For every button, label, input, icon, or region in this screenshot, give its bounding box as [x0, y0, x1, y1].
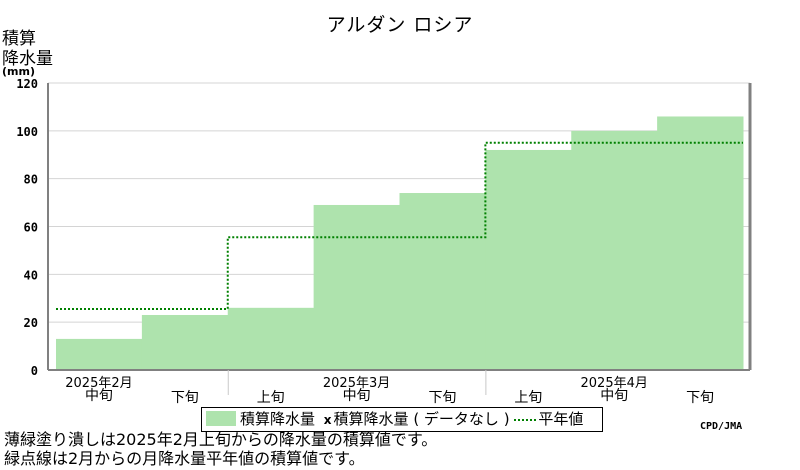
legend-bar-swatch	[206, 411, 236, 426]
normal-line	[56, 141, 743, 311]
note-1: 薄緑塗り潰しは2025年2月上旬からの降水量の積算値です。	[4, 430, 438, 449]
month-label: 2025年3月	[323, 376, 390, 391]
legend-nodata-label: 積算降水量 ( データなし )	[333, 410, 510, 428]
dekad-label: 下旬	[428, 390, 456, 406]
month-label: 2025年2月	[65, 376, 132, 391]
legend-nodata-mark: x	[323, 413, 332, 427]
dekad-label: 下旬	[171, 390, 199, 406]
y-axis-label-line2: 降水量	[2, 49, 53, 69]
y-tick-label: 20	[24, 316, 38, 330]
dekad-label: 上旬	[514, 390, 542, 406]
bar	[227, 307, 315, 370]
bar	[56, 338, 143, 370]
legend-normal-line	[514, 418, 539, 421]
axes	[47, 83, 752, 395]
bars	[56, 116, 744, 370]
credit: CPD/JMA	[700, 421, 743, 432]
x-tick-labels: 中旬 下旬 上旬 中旬 下旬 上旬 中旬 下旬 2025年2月 2025年3月 2025年4月	[65, 376, 714, 406]
note-2: 緑点線は2月からの月降水量平年値の積算値です。	[4, 449, 365, 468]
bar	[657, 116, 744, 370]
y-tick-labels: 0 20 40 60 80 100 120	[16, 77, 38, 378]
bar	[313, 204, 400, 370]
dekad-label: 上旬	[257, 390, 285, 406]
bar	[141, 314, 229, 370]
y-tick-label: 0	[31, 364, 38, 378]
y-tick-label: 120	[16, 77, 38, 91]
bar	[571, 130, 658, 370]
y-tick-label: 40	[24, 268, 38, 282]
y-tick-label: 60	[24, 221, 38, 235]
dekad-label: 中旬	[85, 388, 113, 404]
chart-title: アルダン ロシア	[326, 14, 474, 36]
legend-bar-label: 積算降水量	[240, 410, 316, 428]
y-axis-label-line1: 積算	[2, 29, 36, 49]
y-tick-label: 80	[24, 173, 38, 187]
legend-normal-label: 平年値	[538, 410, 584, 428]
dekad-label: 下旬	[686, 390, 714, 406]
bar	[399, 193, 486, 370]
normal-step-line	[56, 141, 743, 311]
y-tick-label: 100	[16, 125, 38, 139]
dekad-label: 中旬	[600, 388, 628, 404]
bar	[485, 149, 572, 370]
dekad-label: 中旬	[343, 388, 371, 404]
legend: 積算降水量 x 積算降水量 ( データなし ) 平年値	[201, 407, 603, 432]
y-axis-unit: (mm)	[2, 65, 35, 78]
month-label: 2025年4月	[581, 376, 648, 391]
